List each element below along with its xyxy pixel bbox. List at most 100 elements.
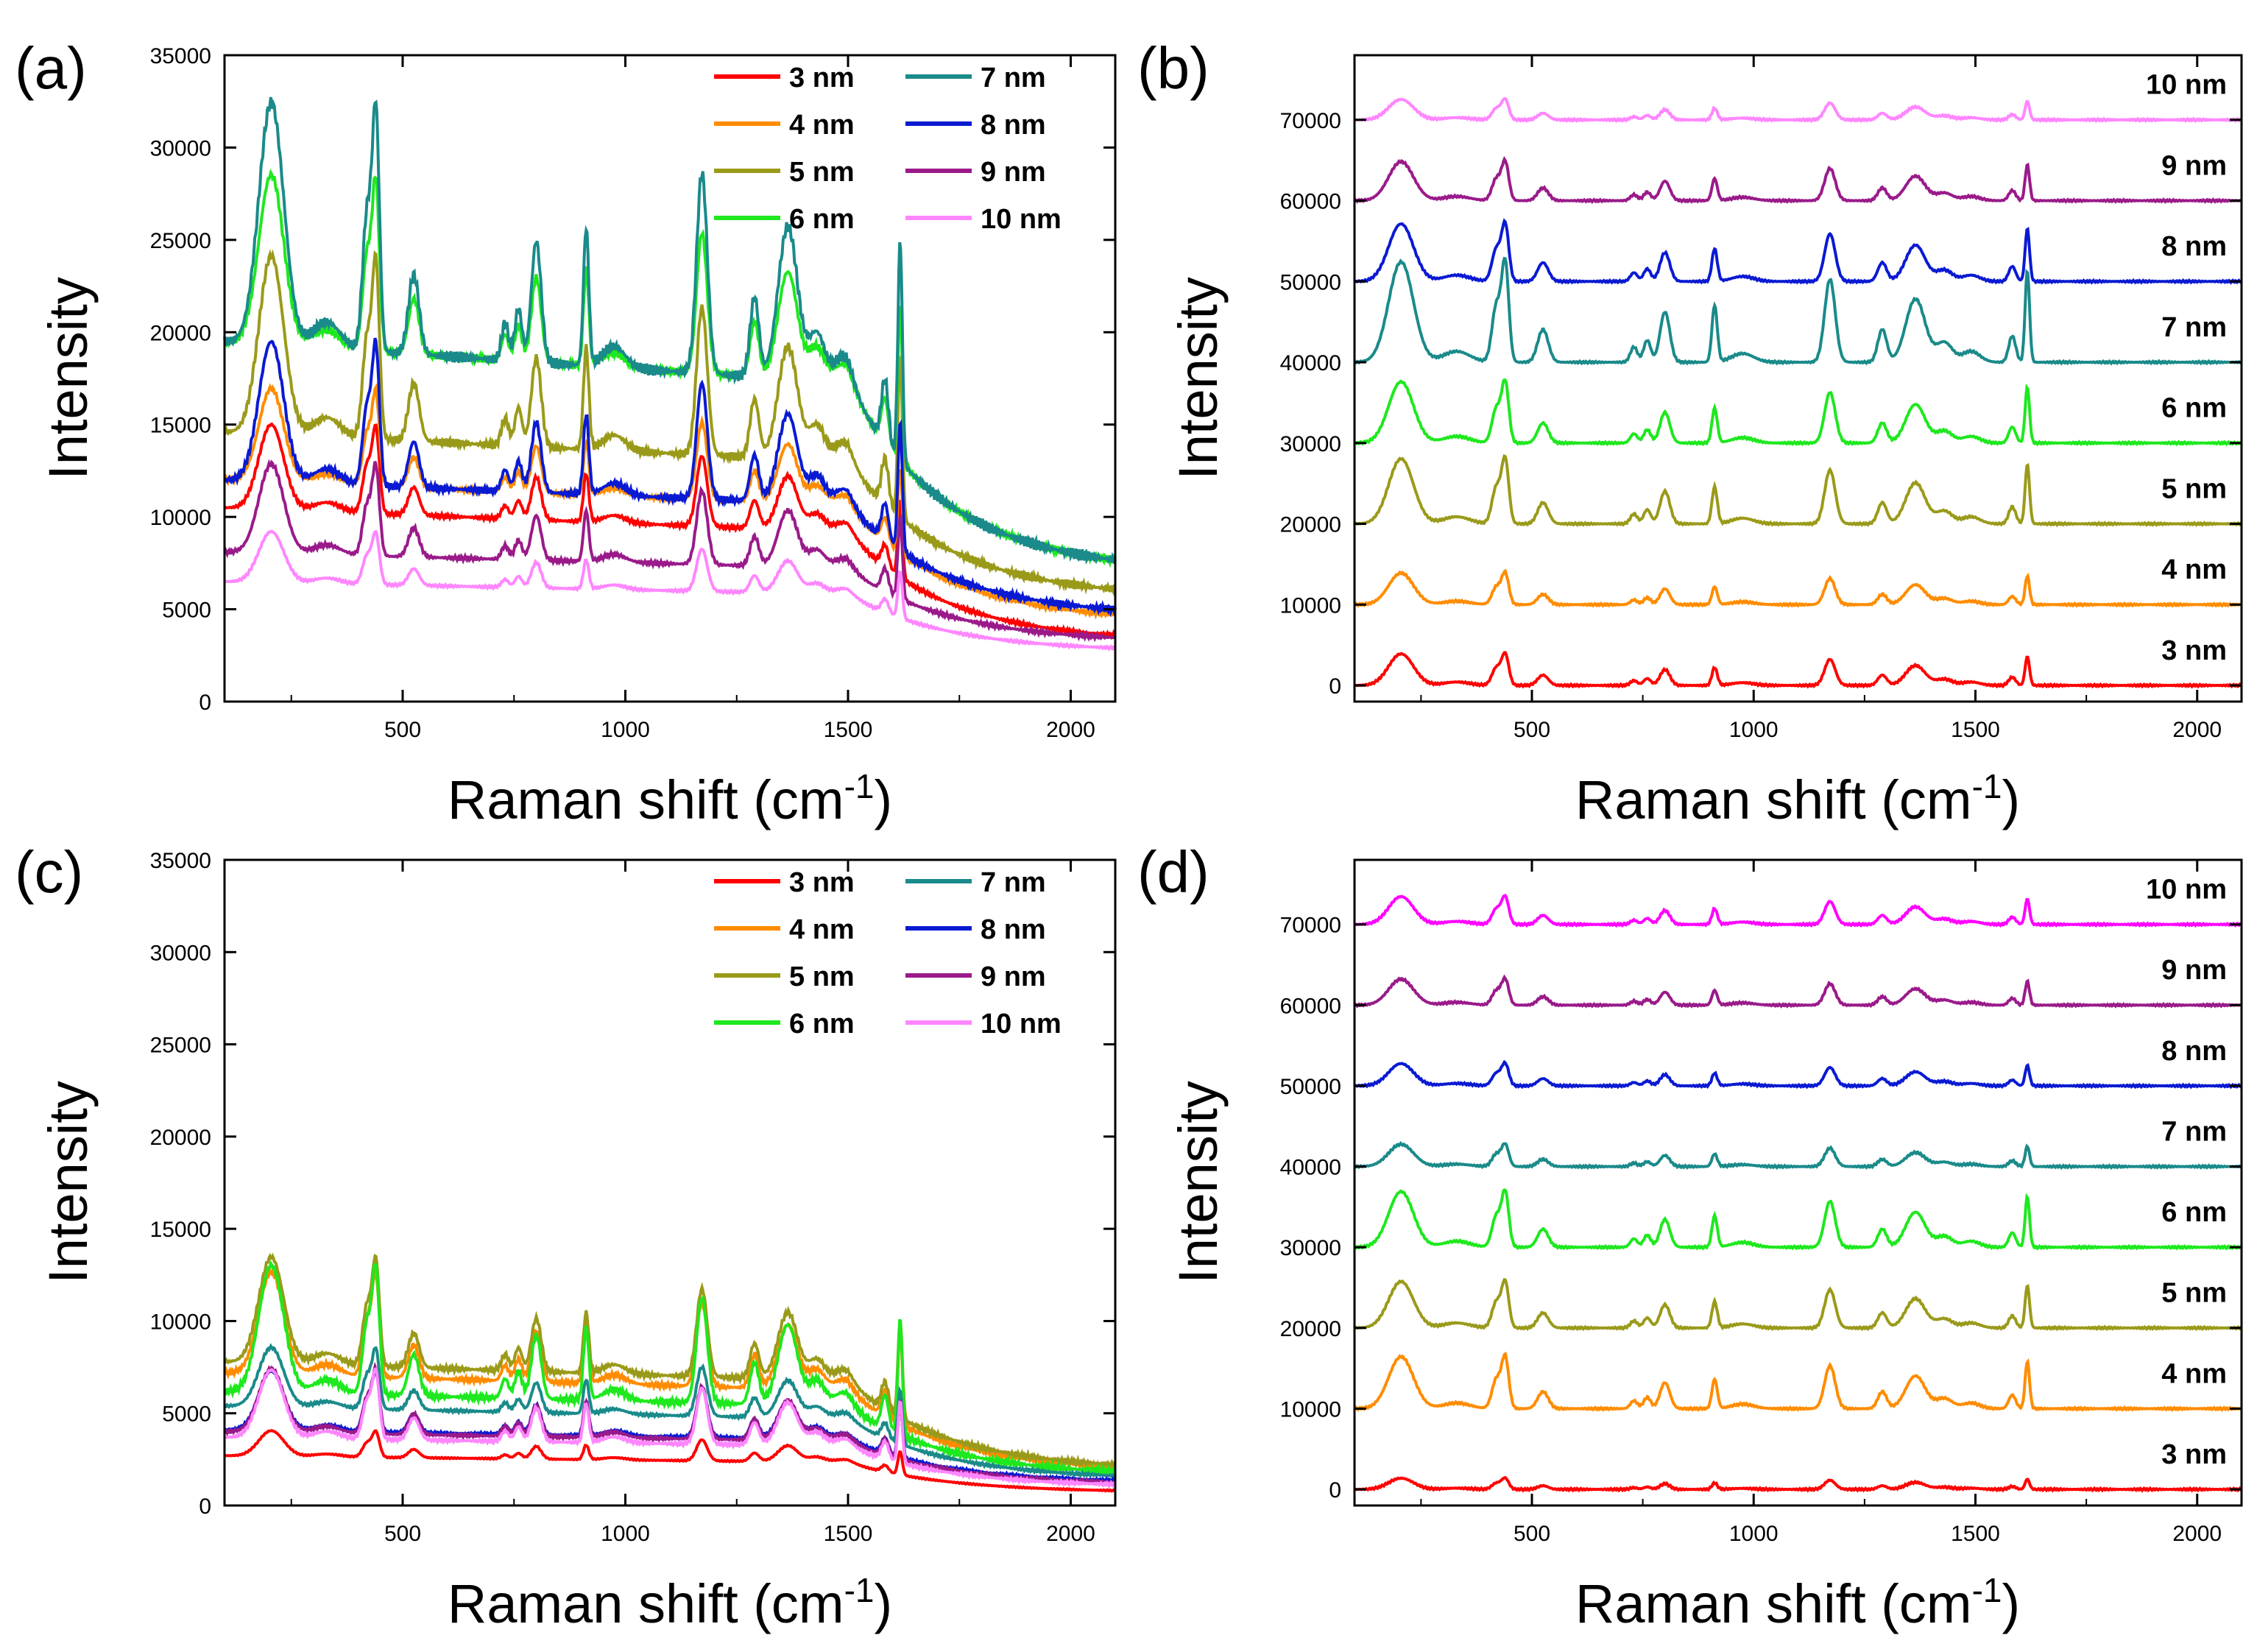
series-layer-d bbox=[1353, 894, 2243, 1493]
y-tick-label: 40000 bbox=[1280, 351, 1341, 375]
offset-label-d: 5 nm bbox=[2161, 1278, 2227, 1309]
legend-entry: 9 nm bbox=[905, 961, 1046, 992]
y-tick-label: 10000 bbox=[150, 506, 211, 530]
svg-text:8 nm: 8 nm bbox=[981, 914, 1046, 945]
svg-text:3 nm: 3 nm bbox=[789, 63, 855, 93]
y-tick-label: 30000 bbox=[150, 941, 211, 965]
x-axis-close-a: ) bbox=[874, 769, 892, 830]
offset-label-b: 3 nm bbox=[2161, 635, 2227, 666]
x-axis-title-d: Raman shift (cm-1) bbox=[1575, 1571, 2020, 1634]
series-layer-b bbox=[1353, 96, 2243, 689]
y-tick-label: 20000 bbox=[1280, 1317, 1341, 1341]
x-tick-label: 1000 bbox=[601, 1522, 650, 1546]
series-line-b-4nm bbox=[1354, 568, 2242, 608]
axis-ticks-b: 500 1000 1500 20000100002000030000400005000… bbox=[1280, 55, 2242, 742]
svg-text:4 nm: 4 nm bbox=[789, 110, 855, 141]
x-tick-label: 2000 bbox=[2172, 718, 2222, 742]
offset-label-d: 9 nm bbox=[2161, 955, 2227, 986]
svg-text:10 nm: 10 nm bbox=[981, 1009, 1062, 1039]
legend-c: 3 nm 4 nm 5 nm 6 nm 7 nm 8 nm 9 nm 10 nm bbox=[714, 867, 1062, 1039]
x-tick-label: 500 bbox=[1514, 1522, 1550, 1546]
offset-labels-b: 3 nm 4 nm 5 nm 6 nm 7 nm 8 nm 9 nm 10 nm bbox=[2146, 70, 2227, 666]
offset-label-b: 10 nm bbox=[2146, 70, 2227, 101]
x-axis-unit-b: (cm bbox=[1881, 769, 1971, 830]
x-axis-unit-a: (cm bbox=[753, 769, 844, 830]
legend-entry: 3 nm bbox=[714, 867, 855, 898]
series-line-a-7nm bbox=[223, 96, 1117, 565]
x-axis-sup-c: -1 bbox=[844, 1571, 875, 1609]
series-line-b-9nm bbox=[1353, 155, 2242, 205]
offset-label-d: 6 nm bbox=[2161, 1197, 2227, 1228]
svg-text:10 nm: 10 nm bbox=[981, 204, 1062, 235]
legend-entry: 6 nm bbox=[714, 1009, 855, 1039]
legend-a: 3 nm 4 nm 5 nm 6 nm 7 nm 8 nm 9 nm 10 nm bbox=[714, 63, 1062, 235]
series-line-a-8nm bbox=[223, 337, 1117, 618]
x-axis-close-b: ) bbox=[2002, 769, 2020, 830]
legend-entry: 6 nm bbox=[714, 204, 855, 235]
y-tick-label: 30000 bbox=[1280, 432, 1341, 456]
x-axis-title-text-d: Raman shift bbox=[1575, 1573, 1866, 1634]
svg-text:9 nm: 9 nm bbox=[981, 961, 1046, 992]
y-tick-label: 5000 bbox=[162, 599, 211, 623]
x-axis-title-text-b: Raman shift bbox=[1575, 769, 1866, 830]
series-line-b-7nm bbox=[1353, 256, 2243, 366]
offset-label-b: 7 nm bbox=[2161, 312, 2227, 343]
panel-d: (d) 500 1000 1500 2000010000200003000040000… bbox=[1137, 839, 2243, 1634]
offset-labels-d: 3 nm 4 nm 5 nm 6 nm 7 nm 8 nm 9 nm 10 nm bbox=[2146, 875, 2227, 1470]
x-tick-label: 1000 bbox=[601, 718, 650, 742]
y-tick-label: 50000 bbox=[1280, 270, 1341, 294]
legend-entry: 4 nm bbox=[714, 914, 855, 945]
svg-text:8 nm: 8 nm bbox=[981, 110, 1046, 141]
y-tick-label: 30000 bbox=[150, 136, 211, 160]
offset-label-d: 3 nm bbox=[2161, 1439, 2227, 1470]
y-tick-label: 0 bbox=[1329, 674, 1341, 699]
x-axis-sup-d: -1 bbox=[1972, 1571, 2002, 1609]
series-line-d-8nm bbox=[1354, 1059, 2243, 1090]
panel-label-d: (d) bbox=[1137, 839, 1209, 905]
x-axis-title-b: Raman shift (cm-1) bbox=[1575, 767, 2020, 830]
series-line-b-6nm bbox=[1353, 378, 2242, 447]
x-tick-label: 1000 bbox=[1729, 718, 1779, 742]
x-tick-label: 500 bbox=[384, 1522, 421, 1546]
legend-entry: 4 nm bbox=[714, 110, 855, 141]
x-tick-label: 2000 bbox=[2172, 1522, 2222, 1546]
y-tick-label: 50000 bbox=[1280, 1075, 1341, 1099]
series-line-d-4nm bbox=[1354, 1351, 2242, 1413]
y-tick-label: 10000 bbox=[1280, 1397, 1341, 1422]
y-tick-label: 0 bbox=[1329, 1478, 1341, 1503]
series-line-a-10nm bbox=[224, 529, 1117, 652]
legend-entry: 8 nm bbox=[905, 110, 1046, 141]
offset-label-b: 9 nm bbox=[2161, 150, 2227, 181]
y-tick-label: 5000 bbox=[162, 1402, 211, 1427]
x-axis-title-text-c: Raman shift bbox=[448, 1573, 738, 1634]
y-tick-label: 35000 bbox=[150, 44, 211, 68]
y-tick-label: 10000 bbox=[1280, 593, 1341, 618]
legend-entry: 8 nm bbox=[905, 914, 1046, 945]
x-tick-label: 1000 bbox=[1729, 1522, 1779, 1546]
y-tick-label: 60000 bbox=[1280, 994, 1341, 1018]
y-tick-label: 25000 bbox=[150, 1034, 211, 1058]
y-tick-label: 10000 bbox=[150, 1310, 211, 1334]
y-axis-title-a: Intensity bbox=[38, 277, 99, 480]
y-tick-label: 0 bbox=[199, 691, 211, 715]
y-tick-label: 0 bbox=[199, 1494, 211, 1519]
x-axis-close-d: ) bbox=[2002, 1573, 2020, 1634]
x-tick-label: 500 bbox=[1514, 718, 1550, 742]
x-axis-title-text-a: Raman shift bbox=[448, 769, 738, 830]
y-axis-title-c: Intensity bbox=[38, 1081, 99, 1284]
plot-frame-d bbox=[1353, 858, 2243, 1507]
y-tick-label: 20000 bbox=[1280, 513, 1341, 537]
panel-a: (a) 500 1000 1500 2000050001000015000200002… bbox=[15, 35, 1117, 830]
panel-b: (b) 500 1000 1500 2000010000200003000040000… bbox=[1137, 35, 2243, 830]
series-line-d-3nm bbox=[1354, 1475, 2243, 1493]
y-tick-label: 15000 bbox=[150, 1218, 211, 1242]
y-tick-label: 70000 bbox=[1280, 914, 1341, 938]
offset-label-d: 4 nm bbox=[2161, 1358, 2227, 1389]
series-line-c-3nm bbox=[225, 1429, 1117, 1493]
series-line-d-10nm bbox=[1354, 894, 2243, 928]
plot-frame-c bbox=[223, 858, 1117, 1507]
legend-entry: 9 nm bbox=[905, 157, 1046, 188]
y-tick-label: 20000 bbox=[150, 321, 211, 345]
y-tick-label: 35000 bbox=[150, 849, 211, 873]
y-tick-label: 15000 bbox=[150, 414, 211, 438]
